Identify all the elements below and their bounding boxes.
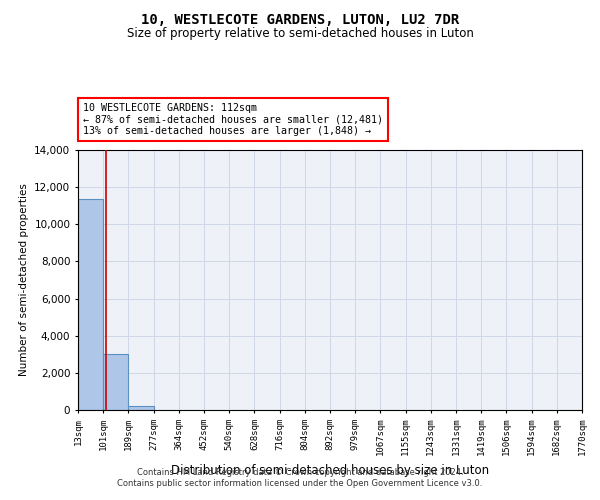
Text: 10 WESTLECOTE GARDENS: 112sqm
← 87% of semi-detached houses are smaller (12,481): 10 WESTLECOTE GARDENS: 112sqm ← 87% of s… xyxy=(83,103,383,136)
Text: 10, WESTLECOTE GARDENS, LUTON, LU2 7DR: 10, WESTLECOTE GARDENS, LUTON, LU2 7DR xyxy=(141,12,459,26)
Bar xyxy=(103,354,128,410)
Text: Size of property relative to semi-detached houses in Luton: Size of property relative to semi-detach… xyxy=(127,28,473,40)
Text: Contains HM Land Registry data © Crown copyright and database right 2024.
Contai: Contains HM Land Registry data © Crown c… xyxy=(118,468,482,487)
Bar xyxy=(78,199,103,410)
X-axis label: Distribution of semi-detached houses by size in Luton: Distribution of semi-detached houses by … xyxy=(171,464,489,476)
Bar xyxy=(128,406,154,410)
Y-axis label: Number of semi-detached properties: Number of semi-detached properties xyxy=(19,184,29,376)
